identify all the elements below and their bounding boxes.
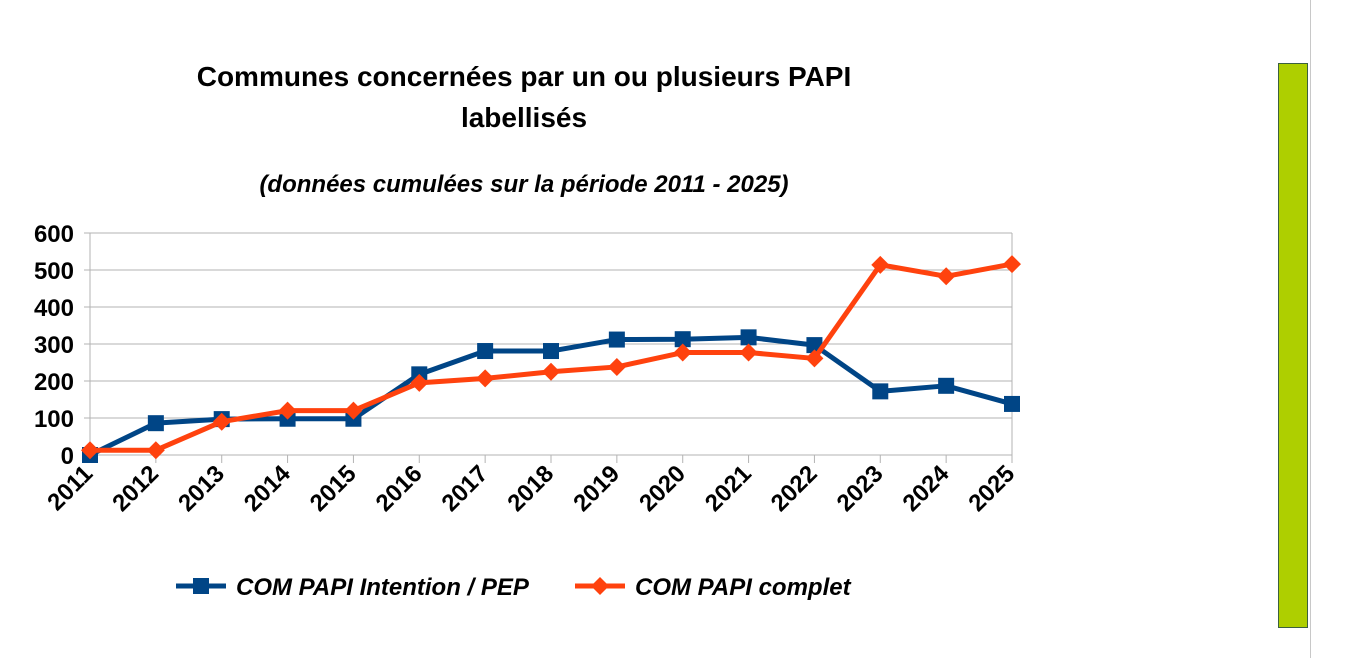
data-point xyxy=(740,329,757,346)
xtick-label: 2015 xyxy=(305,460,362,517)
series-1 xyxy=(81,255,1021,460)
data-point xyxy=(542,362,560,381)
series xyxy=(81,255,1021,463)
x-axis-ticks: 2011 2012 2013 2014 2015 2016 2017 2018 2019 2020… xyxy=(42,455,1020,517)
ytick-label: 300 xyxy=(34,332,74,359)
xtick-label: 2022 xyxy=(766,460,823,517)
data-point xyxy=(739,343,758,362)
chart-subtitle: (données cumulées sur la période 2011 - … xyxy=(259,171,788,198)
data-point xyxy=(607,357,626,376)
data-point xyxy=(410,373,429,392)
y-axis-ticks: 0 100 200 300 400 500 600 xyxy=(34,221,74,470)
xtick-label: 2020 xyxy=(634,460,691,517)
data-point xyxy=(608,331,625,348)
legend-label: COM PAPI Intention / PEP xyxy=(236,574,530,601)
ytick-label: 0 xyxy=(61,443,74,470)
legend-swatch-marker xyxy=(591,577,609,595)
series-0 xyxy=(82,329,1020,463)
data-point xyxy=(871,255,890,274)
data-point xyxy=(872,383,889,400)
ytick-label: 600 xyxy=(34,221,74,248)
side-accent-bar xyxy=(1278,63,1308,628)
legend-label: COM PAPI complet xyxy=(635,574,852,601)
legend-item-0: COM PAPI Intention / PEP xyxy=(176,574,530,601)
data-point xyxy=(543,343,559,360)
data-point xyxy=(147,415,164,432)
page-edge-divider xyxy=(1310,0,1311,658)
legend-item-1: COM PAPI complet xyxy=(575,574,852,601)
xtick-label: 2018 xyxy=(502,460,559,517)
chart-title-line-1: Communes concernées par un ou plusieurs … xyxy=(197,61,852,92)
xtick-label: 2025 xyxy=(963,460,1020,517)
data-point xyxy=(477,343,494,360)
xtick-label: 2011 xyxy=(42,460,98,516)
ytick-label: 500 xyxy=(34,258,74,285)
ytick-label: 100 xyxy=(34,406,74,433)
chart-title-line-2: labellisés xyxy=(461,102,587,133)
xtick-label: 2024 xyxy=(898,460,955,517)
data-point xyxy=(278,401,297,420)
data-point xyxy=(81,441,99,460)
data-point xyxy=(673,343,692,362)
data-point xyxy=(212,412,231,431)
xtick-label: 2013 xyxy=(173,460,230,517)
data-point xyxy=(937,267,956,286)
data-point xyxy=(146,441,165,460)
data-point xyxy=(805,349,824,368)
data-point xyxy=(938,377,955,394)
xtick-label: 2012 xyxy=(107,460,164,517)
legend: COM PAPI Intention / PEP COM PAPI complet xyxy=(176,574,852,601)
data-point xyxy=(476,369,495,388)
data-point xyxy=(1003,255,1021,274)
xtick-label: 2014 xyxy=(239,460,296,517)
xtick-label: 2023 xyxy=(832,460,889,517)
xtick-label: 2019 xyxy=(568,460,625,517)
data-point xyxy=(1004,395,1020,412)
legend-swatch-marker xyxy=(193,578,209,594)
ytick-label: 400 xyxy=(34,295,74,322)
data-point xyxy=(344,401,363,420)
data-point xyxy=(674,331,691,348)
xtick-label: 2016 xyxy=(371,460,428,517)
xtick-label: 2021 xyxy=(700,460,757,517)
xtick-label: 2017 xyxy=(437,460,494,517)
ytick-label: 200 xyxy=(34,369,74,396)
